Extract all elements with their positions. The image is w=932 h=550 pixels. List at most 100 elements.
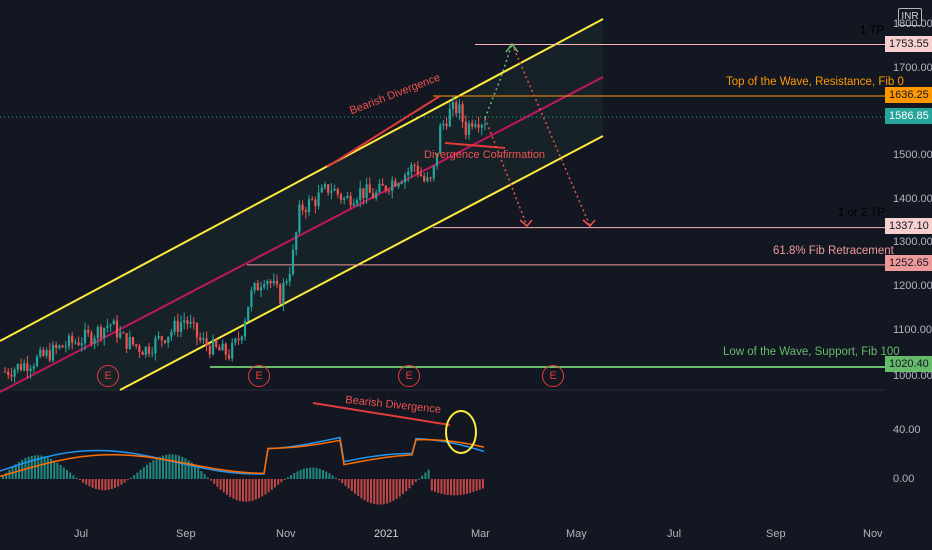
- macd-line: [0, 436, 485, 475]
- macd-histogram-bar: [66, 469, 68, 479]
- time-tick: Nov: [863, 528, 883, 540]
- candle-body: [64, 346, 67, 348]
- candle-body: [394, 180, 397, 187]
- candle-body: [96, 327, 99, 339]
- macd-histogram-bar: [414, 479, 417, 482]
- macd-histogram-bar: [88, 479, 91, 487]
- macd-histogram-bar: [126, 479, 129, 481]
- candle-body: [77, 342, 80, 346]
- candle-body: [291, 249, 295, 275]
- macd-histogram-bar: [235, 479, 238, 501]
- candle-body: [250, 290, 253, 307]
- candle-body: [311, 199, 314, 201]
- macd-histogram-bar: [200, 471, 203, 479]
- candle-body: [467, 123, 471, 135]
- channel-mid-line: [0, 76, 604, 393]
- candle-body: [384, 185, 387, 191]
- macd-histogram-bar: [165, 454, 168, 479]
- candle-body: [320, 187, 323, 193]
- macd-histogram-bar: [222, 479, 225, 493]
- macd-histogram-bar: [389, 479, 392, 503]
- time-tick: Sep: [766, 528, 786, 540]
- macd-histogram-bar: [152, 460, 155, 479]
- macd-histogram-bar: [62, 467, 65, 479]
- macd-histogram-bar: [373, 479, 376, 505]
- macd-highlight-circle: [445, 410, 477, 454]
- macd-histogram-bar: [392, 479, 395, 501]
- candle-body: [413, 164, 416, 166]
- macd-histogram-bar: [72, 475, 75, 479]
- macd-histogram-bar: [197, 468, 200, 479]
- price-tick: 1500.00: [893, 149, 932, 161]
- macd-histogram-bar: [354, 479, 356, 494]
- candle-body: [240, 336, 243, 341]
- macd-histogram-bar: [245, 479, 248, 502]
- candle-body: [451, 102, 455, 109]
- candle-body: [154, 338, 157, 354]
- candle-body: [13, 369, 16, 377]
- time-tick: Mar: [471, 528, 490, 540]
- macd-histogram-bar: [437, 479, 440, 493]
- macd-histogram-bar: [53, 460, 56, 479]
- candle-body: [461, 104, 464, 122]
- macd-histogram-bar: [248, 479, 251, 502]
- earnings-marker[interactable]: E: [398, 365, 420, 387]
- candle-body: [464, 121, 467, 135]
- macd-histogram-bar: [171, 454, 174, 479]
- macd-histogram-bar: [472, 479, 475, 492]
- candle-body: [275, 280, 279, 285]
- candle-body: [432, 165, 435, 179]
- candle-body: [205, 338, 208, 346]
- candle-body: [173, 320, 176, 332]
- macd-histogram-bar: [453, 479, 456, 496]
- candle-body: [327, 184, 330, 193]
- projection-down-path-2: [484, 117, 528, 227]
- projection-up-path: [484, 43, 513, 119]
- candle-body: [176, 320, 179, 332]
- macd-histogram-bar: [344, 479, 347, 486]
- macd-histogram-bar: [418, 478, 420, 480]
- price-tag-top-wave: 1636.25: [885, 87, 932, 103]
- macd-histogram-bar: [443, 479, 446, 495]
- candle-body: [435, 153, 439, 166]
- earnings-marker[interactable]: E: [542, 365, 564, 387]
- macd-histogram-bar: [338, 479, 340, 481]
- time-tick: May: [566, 528, 587, 540]
- macd-histogram-bar: [5, 472, 8, 479]
- macd-histogram-bar: [142, 467, 145, 479]
- candle-body: [163, 340, 167, 343]
- candle-body: [234, 338, 237, 343]
- macd-histogram-bar: [46, 457, 49, 479]
- earnings-marker[interactable]: E: [97, 365, 119, 387]
- candle-body: [19, 364, 23, 371]
- candle-body: [103, 328, 106, 338]
- price-tag-fib618: 1252.65: [885, 255, 932, 271]
- candle-body: [67, 335, 71, 347]
- macd-histogram-bar: [40, 455, 43, 479]
- candle-body: [371, 192, 375, 199]
- macd-histogram-bar: [475, 479, 478, 491]
- candle-body: [61, 345, 64, 348]
- macd-histogram-bar: [258, 479, 260, 499]
- candle-body: [256, 283, 259, 291]
- macd-histogram-bar: [466, 479, 468, 494]
- candle-body: [112, 320, 115, 325]
- earnings-marker[interactable]: E: [248, 365, 270, 387]
- candle-body: [439, 125, 442, 154]
- macd-histogram-bar: [174, 454, 177, 479]
- candle-body: [445, 123, 448, 127]
- price-tag-1tp: 1753.55: [885, 36, 932, 52]
- macd-histogram-bar: [459, 479, 462, 495]
- candle-body: [39, 349, 42, 357]
- candle-body: [237, 338, 240, 341]
- candle-body: [29, 368, 32, 372]
- currency-badge[interactable]: INR: [898, 8, 922, 26]
- candle-body: [330, 190, 333, 193]
- macd-histogram-bar: [424, 472, 427, 479]
- projection-down-path-1: [511, 43, 591, 227]
- arrow-head: [505, 42, 519, 53]
- candle-body: [397, 183, 400, 187]
- macd-histogram-bar: [312, 467, 315, 479]
- candle-body: [288, 274, 291, 282]
- macd-histogram-bar: [219, 479, 222, 490]
